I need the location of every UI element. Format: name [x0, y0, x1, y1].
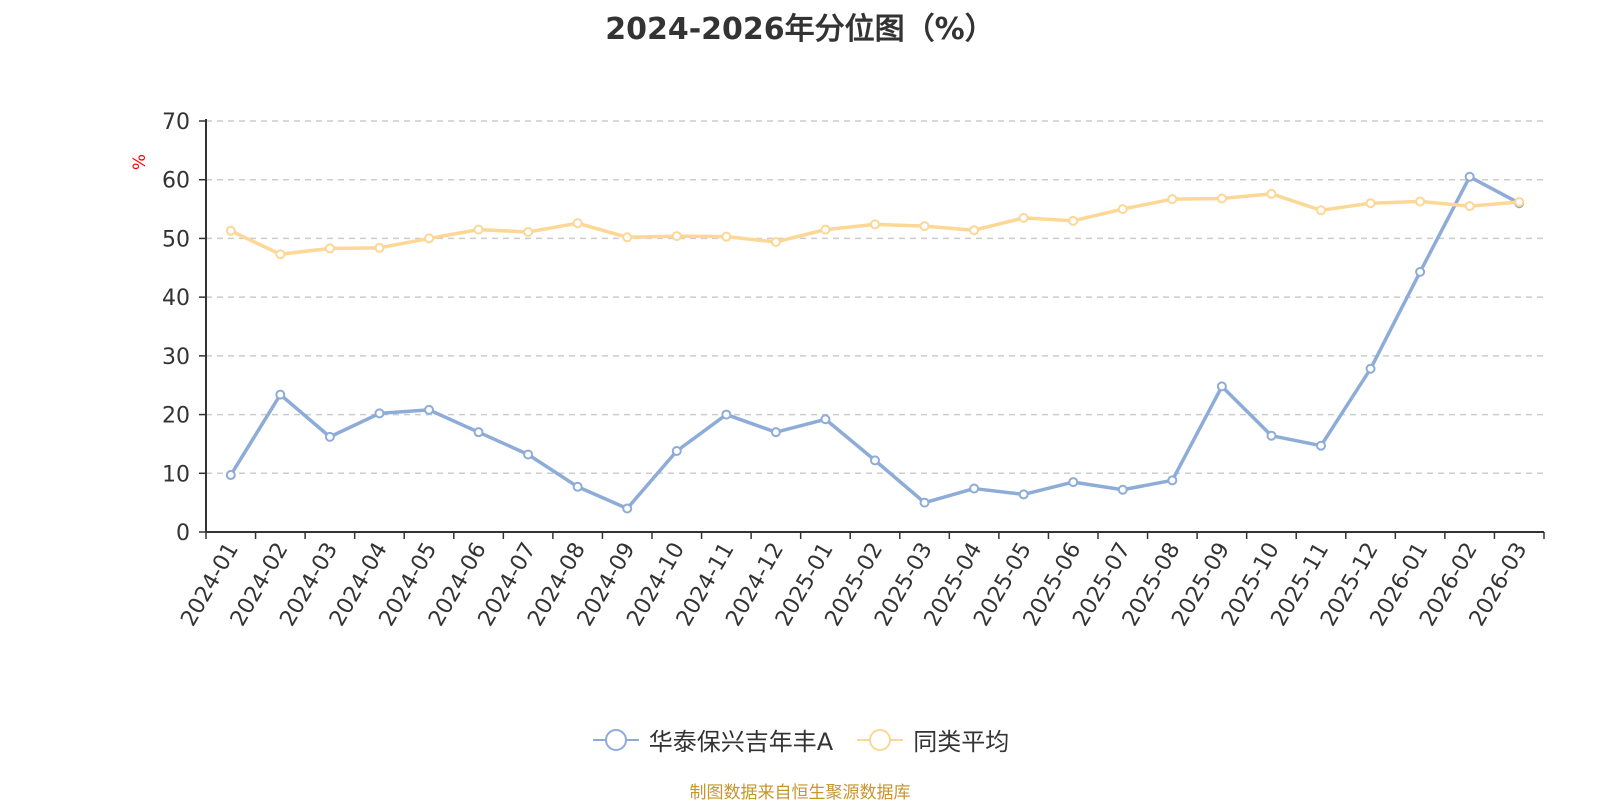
data-point: [1117, 484, 1128, 495]
data-point: [1266, 430, 1277, 441]
data-point: [275, 389, 286, 400]
data-point: [225, 470, 236, 481]
data-point: [1266, 188, 1277, 199]
data-point: [770, 427, 781, 438]
data-point: [870, 455, 880, 466]
data-point: [1167, 475, 1178, 486]
legend-marker-series-2: [857, 728, 904, 751]
data-point: [1018, 212, 1029, 223]
y-tick-label: 10: [162, 462, 190, 487]
data-point: [721, 231, 732, 242]
data-point: [671, 445, 682, 456]
data-point: [1365, 363, 1376, 374]
data-point: [622, 503, 633, 514]
y-tick-label: 40: [162, 286, 190, 311]
data-point: [1068, 477, 1079, 488]
source-note: 制图数据来自恒生聚源数据库: [689, 783, 911, 803]
data-point: [374, 242, 385, 253]
data-point: [523, 449, 534, 460]
data-point: [1068, 215, 1079, 226]
data-point: [324, 243, 335, 254]
data-point: [1415, 266, 1426, 277]
data-point: [1365, 198, 1376, 209]
y-tick-label: 50: [162, 227, 190, 252]
data-point: [919, 497, 930, 508]
legend: 华泰保兴吉年丰A 同类平均: [0, 722, 1600, 757]
data-point: [1316, 205, 1326, 216]
data-point: [523, 226, 534, 237]
data-point: [424, 233, 434, 244]
data-point: [770, 236, 781, 247]
data-point: [572, 481, 583, 492]
data-point: [671, 231, 682, 242]
series-2: [225, 188, 1525, 260]
data-point: [820, 414, 831, 425]
data-point: [969, 225, 980, 236]
legend-label-series-2: 同类平均: [913, 728, 1010, 756]
data-point: [1216, 193, 1227, 204]
data-point: [424, 404, 434, 415]
data-point: [1018, 489, 1029, 500]
data-point: [572, 218, 583, 229]
y-tick-label: 30: [162, 345, 190, 370]
data-point: [1216, 381, 1227, 392]
chart-title: 2024-2026年分位图（%）: [605, 12, 995, 47]
legend-label-series-1: 华泰保兴吉年丰A: [648, 728, 834, 756]
y-axis-label: %: [130, 154, 150, 170]
legend-item-series-2[interactable]: 同类平均: [855, 722, 1009, 757]
y-tick-label: 70: [162, 110, 190, 135]
data-point: [1415, 196, 1426, 207]
series-lines: [225, 171, 1525, 514]
legend-item-series-1[interactable]: 华泰保兴吉年丰A: [591, 722, 833, 757]
data-point: [225, 225, 236, 236]
legend-marker-series-1: [592, 728, 639, 751]
y-tick-label: 0: [176, 521, 190, 546]
data-point: [324, 431, 335, 442]
y-tick-label: 60: [162, 169, 190, 194]
data-point: [1316, 440, 1326, 451]
data-point: [1514, 197, 1525, 208]
data-point: [721, 409, 732, 420]
data-point: [374, 408, 385, 419]
data-point: [870, 219, 880, 230]
data-point: [1117, 204, 1128, 215]
data-point: [275, 249, 286, 260]
grid-lines: [206, 120, 1544, 475]
data-point: [1464, 171, 1475, 182]
y-tick-label: 20: [162, 404, 190, 429]
data-point: [969, 483, 980, 494]
data-point: [919, 221, 930, 232]
data-point: [1167, 194, 1178, 205]
data-point: [1464, 201, 1475, 212]
data-point: [820, 224, 831, 235]
data-point: [622, 232, 633, 243]
series-1: [225, 171, 1525, 514]
axes: 0102030405060702024-012024-022024-032024…: [162, 110, 1545, 631]
data-point: [473, 427, 484, 438]
data-point: [473, 224, 484, 235]
